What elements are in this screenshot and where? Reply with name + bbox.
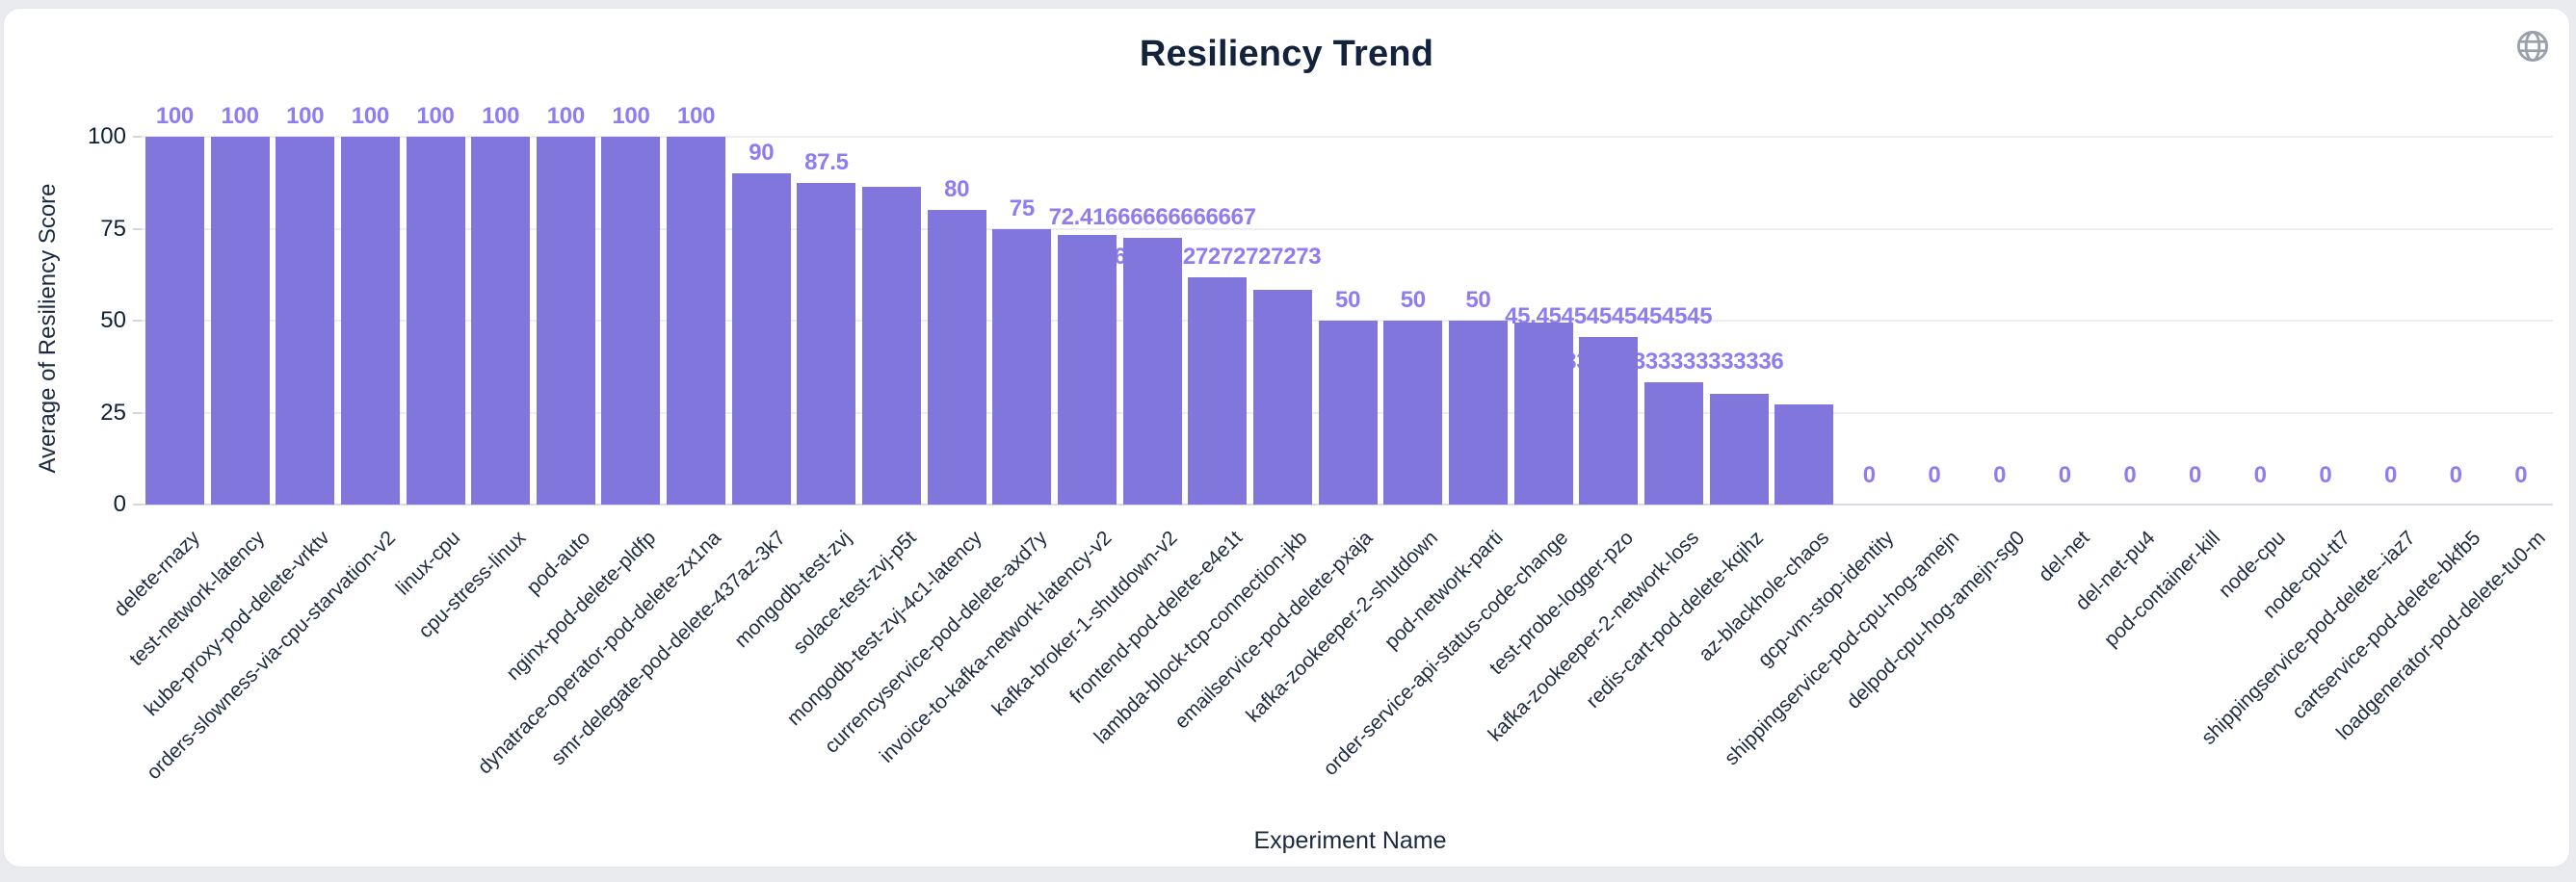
globe-icon[interactable] — [2514, 28, 2551, 65]
gridline-100 — [142, 136, 2553, 138]
bar-value-label: 100 — [155, 103, 194, 129]
gridline-75 — [142, 227, 2553, 230]
chart-bar[interactable] — [1643, 381, 1703, 505]
x-tick-label-text: pod-container-kill — [2099, 527, 2224, 652]
bar-value-label: 75 — [1009, 195, 1035, 221]
bar-value-label: 0 — [2514, 462, 2528, 488]
y-tick-mark — [133, 411, 142, 414]
bar-value-label: 100 — [351, 103, 389, 129]
bar-value-label: 100 — [482, 103, 520, 129]
x-axis-line — [142, 504, 2553, 506]
bar-value-label: 50 — [1465, 287, 1491, 313]
chart-bar[interactable] — [340, 137, 400, 505]
chart-bar[interactable] — [1513, 322, 1573, 505]
bar-value-label: 100 — [416, 103, 455, 129]
chart-bar[interactable] — [1058, 235, 1117, 505]
chart-bar[interactable] — [1383, 321, 1443, 505]
chart-bar[interactable] — [1252, 290, 1312, 505]
bar-value-label: 0 — [2253, 462, 2267, 488]
bar-value-label: 80 — [944, 176, 970, 203]
x-tick-label-text: smr-delegate-pod-delete-437az-3k7 — [547, 527, 791, 770]
bar-value-label: 50 — [1400, 287, 1426, 313]
y-tick-mark — [133, 227, 142, 230]
y-tick-label: 25 — [100, 399, 126, 426]
y-tick-mark — [133, 504, 142, 506]
y-tick-label: 75 — [100, 215, 126, 242]
y-tick-label: 100 — [87, 123, 126, 149]
x-tick-label-text: pod-network-parti — [1380, 527, 1508, 654]
bar-value-label: 0 — [1862, 462, 1876, 488]
chart-bar[interactable] — [1709, 394, 1769, 505]
chart-bar[interactable] — [1318, 321, 1378, 505]
x-tick-label-text: solace-test-zvj-p5t — [789, 527, 921, 659]
chart-bar[interactable] — [992, 228, 1052, 505]
chart-bar[interactable] — [1448, 321, 1508, 505]
bar-value-label: 0 — [2058, 462, 2071, 488]
chart-bar[interactable] — [601, 137, 661, 505]
bar-value-label: 0 — [2319, 462, 2332, 488]
chart-bar[interactable] — [210, 137, 270, 505]
bar-value-label: 100 — [612, 103, 650, 129]
x-axis-title: Experiment Name — [1253, 827, 1447, 854]
chart-bar[interactable] — [536, 137, 595, 505]
chart-bar[interactable] — [667, 137, 726, 505]
x-tick-label-text: del-net — [2034, 527, 2094, 586]
chart-bar[interactable] — [145, 137, 204, 505]
chart-bar[interactable] — [731, 173, 791, 505]
chart-bar[interactable] — [927, 210, 986, 505]
y-axis-title: Average of Resiliency Score — [35, 183, 61, 474]
y-tick-mark — [133, 320, 142, 322]
bar-value-label: 50 — [1335, 287, 1361, 313]
chart-bar[interactable] — [862, 186, 922, 505]
x-tick-label-text: dynatrace-operator-pod-delete-zx1na — [473, 527, 725, 779]
bar-value-label: 100 — [546, 103, 585, 129]
bar-value-label: 100 — [677, 103, 716, 129]
chart-bar[interactable] — [797, 182, 856, 505]
x-tick-label-text: shippingservice-pod-cpu-hog-amejn — [1720, 527, 1964, 770]
y-tick-label: 0 — [113, 491, 126, 517]
bar-value-label: 100 — [286, 103, 325, 129]
chart-bar[interactable] — [1579, 337, 1639, 505]
chart-bar[interactable] — [1122, 238, 1182, 505]
chart-bar[interactable] — [406, 137, 465, 505]
bar-value-label: 0 — [2189, 462, 2202, 488]
bar-value-label: 0 — [1993, 462, 2007, 488]
chart-title: Resiliency Trend — [1139, 34, 1434, 74]
x-tick-label-text: mongodb-test-zvj — [729, 527, 856, 653]
chart-bar[interactable] — [471, 137, 531, 505]
x-tick-label-text: invoice-to-kafka-network-latency-v2 — [875, 527, 1117, 767]
bar-value-label: 0 — [2123, 462, 2137, 488]
bar-value-label: 100 — [221, 103, 259, 129]
y-tick-label: 50 — [100, 307, 126, 333]
chart-bar[interactable] — [1188, 277, 1248, 505]
bar-value-label: 0 — [2383, 462, 2398, 488]
chart-bar[interactable] — [1774, 403, 1834, 505]
bar-value-label: 90 — [749, 140, 775, 167]
bar-value-label: 0 — [1928, 462, 1941, 488]
y-tick-mark — [133, 136, 142, 138]
bar-value-label: 87.5 — [804, 148, 849, 175]
bar-value-label: 0 — [2449, 462, 2462, 488]
chart-bar[interactable] — [276, 137, 335, 505]
bar-value-label: 72.41666666666667 — [1048, 204, 1256, 231]
x-tick-label-text: order-service-api-status-code-change — [1319, 527, 1573, 781]
chart-card: Resiliency Trend Average of Resiliency S… — [3, 8, 2570, 868]
